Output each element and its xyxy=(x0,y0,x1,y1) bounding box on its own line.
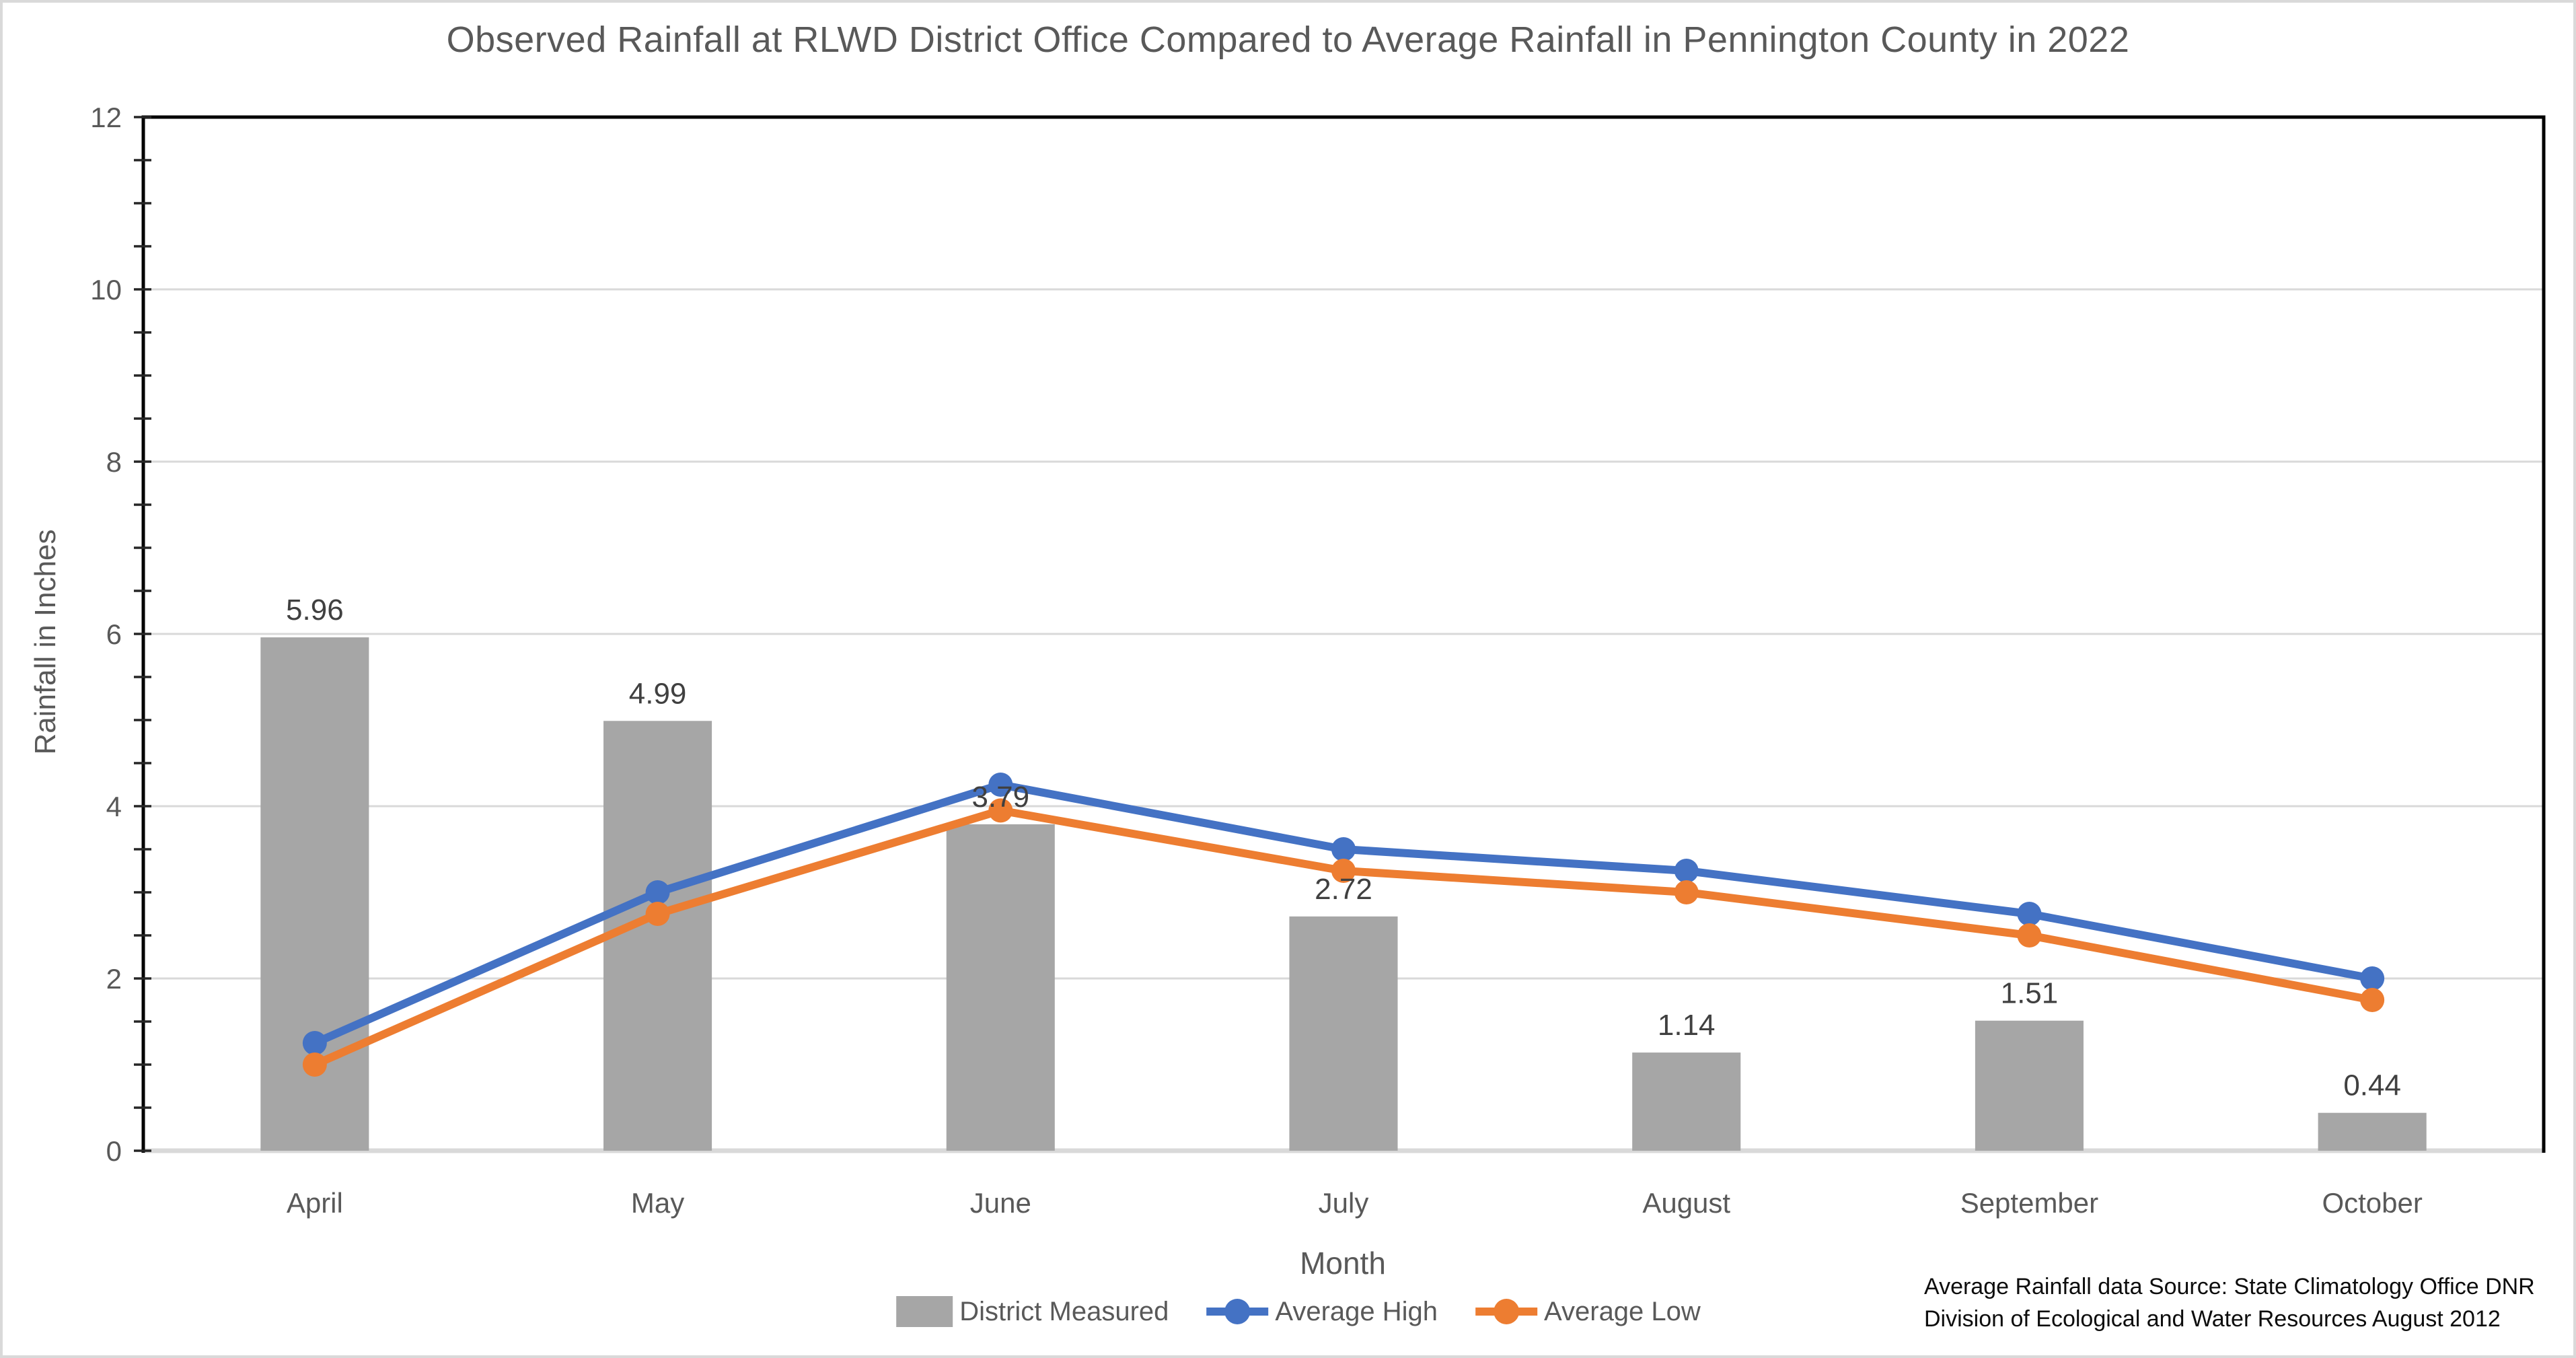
bar-swatch-icon xyxy=(896,1296,953,1327)
line-marker-swatch-icon-low xyxy=(1475,1297,1538,1326)
legend-item-average-low: Average Low xyxy=(1475,1297,1701,1327)
marker-average-high-october xyxy=(2360,966,2385,991)
marker-average-low-june xyxy=(988,798,1013,823)
marker-average-high-september xyxy=(2017,902,2042,926)
y-tick-label-4: 4 xyxy=(106,791,122,822)
bar-label-september: 1.51 xyxy=(2001,977,2059,1010)
marker-average-low-may xyxy=(645,902,670,926)
x-tick-label-september: September xyxy=(1960,1187,2098,1219)
x-tick-label-april: April xyxy=(287,1187,343,1219)
chart-title: Observed Rainfall at RLWD District Offic… xyxy=(446,20,2130,60)
bar-label-august: 1.14 xyxy=(1658,1009,1716,1042)
marker-average-low-august xyxy=(1674,880,1699,904)
marker-average-high-august xyxy=(1674,859,1699,883)
marker-average-low-july xyxy=(1331,859,1356,883)
bar-label-may: 4.99 xyxy=(629,677,687,710)
y-tick-label-0: 0 xyxy=(106,1135,122,1167)
source-note-line1: Average Rainfall data Source: State Clim… xyxy=(1924,1274,2535,1299)
circle-marker-icon xyxy=(1494,1299,1520,1324)
circle-marker-icon xyxy=(1224,1299,1251,1324)
legend-label-average-high: Average High xyxy=(1275,1296,1438,1326)
y-tick-label-2: 2 xyxy=(106,963,122,995)
x-tick-label-august: August xyxy=(1642,1187,1730,1219)
line-marker-swatch-icon-high xyxy=(1206,1297,1269,1326)
bar-june xyxy=(946,824,1055,1151)
legend-item-district-measured: District Measured xyxy=(896,1296,1169,1327)
marker-average-high-july xyxy=(1331,837,1356,861)
rainfall-combo-chart: 0 2 4 6 8 10 12 April May June July August September… xyxy=(90,102,2546,1219)
y-tick-label-12: 12 xyxy=(90,102,122,133)
bar-october xyxy=(2318,1112,2427,1151)
marker-average-low-september xyxy=(2017,923,2042,948)
bar-may xyxy=(603,721,712,1151)
bar-label-july: 2.72 xyxy=(1315,873,1372,906)
x-tick-label-july: July xyxy=(1319,1187,1369,1219)
x-tick-label-may: May xyxy=(631,1187,684,1219)
x-tick-label-october: October xyxy=(2322,1187,2422,1219)
bar-label-october: 0.44 xyxy=(2343,1069,2401,1102)
bar-label-june: 3.79 xyxy=(971,781,1029,814)
legend-item-average-high: Average High xyxy=(1206,1297,1438,1327)
bar-label-april: 5.96 xyxy=(286,594,344,627)
marker-average-low-october xyxy=(2360,988,2385,1012)
bar-august xyxy=(1632,1052,1741,1151)
bar-july xyxy=(1289,916,1398,1151)
marker-average-high-june xyxy=(988,773,1013,797)
legend-label-average-low: Average Low xyxy=(1544,1296,1701,1326)
y-tick-label-8: 8 xyxy=(106,446,122,478)
y-tick-label-10: 10 xyxy=(90,274,122,306)
marker-average-high-april xyxy=(302,1031,327,1055)
marker-average-high-may xyxy=(645,880,670,904)
legend-label-district-measured: District Measured xyxy=(959,1296,1169,1326)
x-tick-label-june: June xyxy=(970,1187,1031,1219)
x-axis-title: Month xyxy=(1300,1246,1386,1281)
marker-average-low-april xyxy=(302,1052,327,1077)
bar-september xyxy=(1975,1020,2084,1151)
y-tick-label-6: 6 xyxy=(106,618,122,650)
chart-legend: District Measured Average High Average L… xyxy=(896,1296,1701,1327)
source-note-line2: Division of Ecological and Water Resourc… xyxy=(1924,1306,2501,1332)
source-note: Average Rainfall data Source: State Clim… xyxy=(1924,1271,2535,1335)
